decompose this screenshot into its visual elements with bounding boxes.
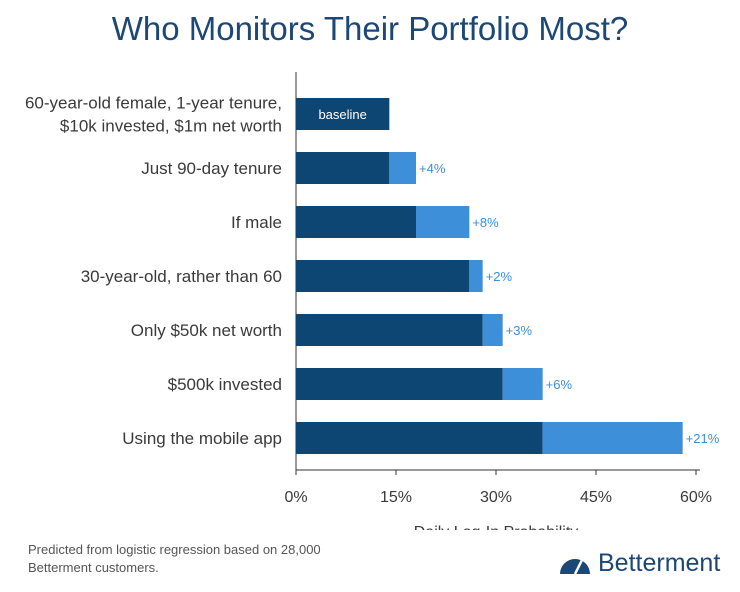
data-label: +2% [486, 269, 513, 284]
brand-name: Betterment [598, 548, 721, 577]
bar-base [296, 152, 390, 184]
bar-base [296, 206, 416, 238]
category-label: Just 90-day tenure [141, 159, 282, 178]
data-label: +8% [472, 215, 499, 230]
x-tick-label: 45% [580, 489, 612, 506]
bar-base [296, 314, 483, 346]
category-label: If male [231, 213, 282, 232]
bar-increment [469, 260, 483, 292]
category-label: Only $50k net worth [131, 321, 282, 340]
bar-chart: 0% 15% 30% 45% 60% Daily Log-In Probability 60… [25, 72, 720, 530]
x-tick-label: 15% [380, 489, 412, 506]
chart-title: Who Monitors Their Portfolio Most? [111, 10, 629, 47]
category-label: Using the mobile app [122, 429, 282, 448]
bar-base [296, 422, 543, 454]
data-label: +21% [686, 431, 720, 446]
bar-base [296, 368, 503, 400]
x-tick-label: 0% [284, 489, 307, 506]
data-label: +6% [546, 377, 573, 392]
x-tick-label: 30% [480, 489, 512, 506]
bar-increment [482, 314, 503, 346]
footnote: Predicted from logistic regression based… [28, 542, 321, 575]
speedometer-logo-icon [560, 559, 590, 575]
brand-logo: Betterment [558, 546, 720, 580]
category-label: $10k invested, $1m net worth [60, 117, 282, 136]
category-label: 30-year-old, rather than 60 [81, 267, 282, 286]
bar-increment [389, 152, 416, 184]
x-axis-title: Daily Log-In Probability [414, 524, 579, 530]
category-label: 60-year-old female, 1-year tenure, [25, 94, 282, 113]
x-tick-label: 60% [680, 489, 712, 506]
data-label: +3% [506, 323, 533, 338]
bar-base [296, 98, 390, 130]
bar-increment [502, 368, 543, 400]
bar-increment [416, 206, 470, 238]
bar-base [296, 260, 470, 292]
data-label: baseline [318, 107, 366, 122]
category-label: $500k invested [168, 375, 282, 394]
bar-increment [542, 422, 683, 454]
data-label: +4% [419, 161, 446, 176]
